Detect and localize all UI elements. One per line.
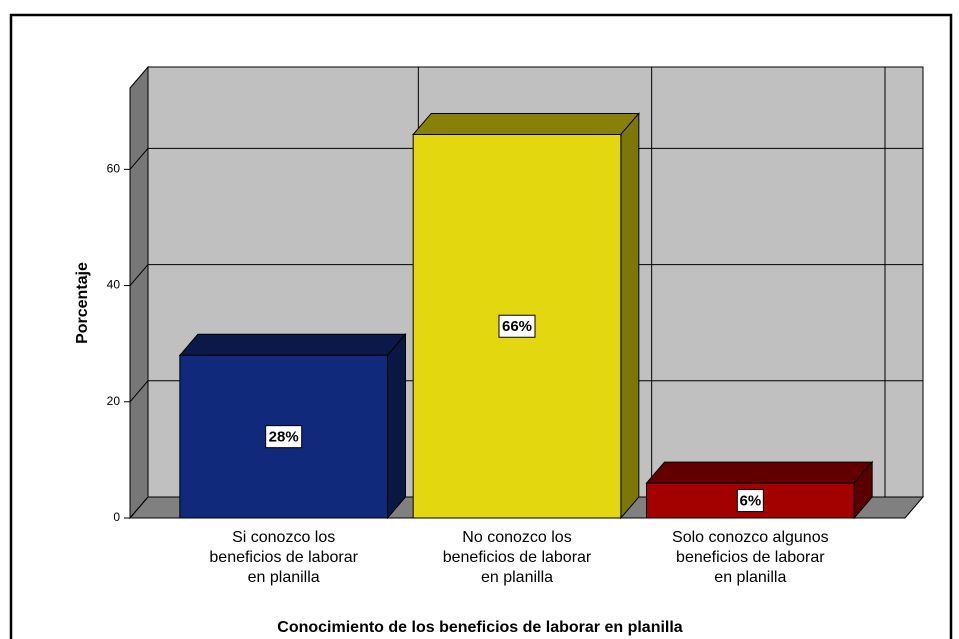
grid-line	[129, 496, 149, 519]
x-tick-label-line: Si conozco los	[232, 529, 335, 546]
grid-line	[129, 380, 149, 403]
x-tick-label-line: beneficios de laborar	[209, 549, 358, 566]
value-label: 66%	[502, 318, 532, 335]
y-tick-label: 0	[113, 510, 120, 524]
bar-top	[178, 333, 407, 356]
grid-line	[129, 148, 149, 170]
value-label-box	[736, 489, 764, 513]
x-tick-label-line: en planilla	[248, 569, 320, 586]
x-tick-label-line: beneficios de laborar	[443, 549, 592, 566]
bar-side	[387, 332, 406, 520]
y-tick-label: 20	[107, 394, 121, 408]
side-wall	[129, 65, 149, 520]
bar-top	[645, 461, 874, 484]
bar-side	[620, 112, 640, 520]
x-tick-label-line: beneficios de laborar	[676, 549, 825, 566]
frame	[9, 13, 953, 639]
bar	[645, 460, 874, 520]
x-tick-label: Si conozco los beneficios de laborar en pl…	[209, 529, 358, 586]
y-axis-label: Porcentaje	[74, 262, 91, 344]
value-label: 6%	[739, 493, 761, 510]
x-tick-label-line: No conozco los	[462, 529, 571, 546]
x-tick-label-line: Solo conozco algunos	[672, 529, 829, 546]
bar	[178, 332, 407, 520]
bar-top	[412, 112, 640, 135]
grid-line	[129, 264, 149, 286]
x-tick-label-line: en planilla	[481, 569, 553, 586]
x-tick-label: No conozco los beneficios de laborar en pl…	[443, 529, 592, 586]
value-label: 28%	[269, 429, 299, 446]
value-label-box	[265, 425, 303, 449]
value-label-box	[498, 314, 536, 338]
x-tick-label-line: en planilla	[714, 569, 786, 586]
x-axis-label: Conocimiento de los beneficios de labora…	[277, 619, 683, 636]
y-tick-label: 40	[107, 278, 121, 292]
x-tick-label: Solo conozco algunos beneficios de labora…	[672, 529, 829, 586]
y-tick-label: 60	[107, 162, 121, 176]
